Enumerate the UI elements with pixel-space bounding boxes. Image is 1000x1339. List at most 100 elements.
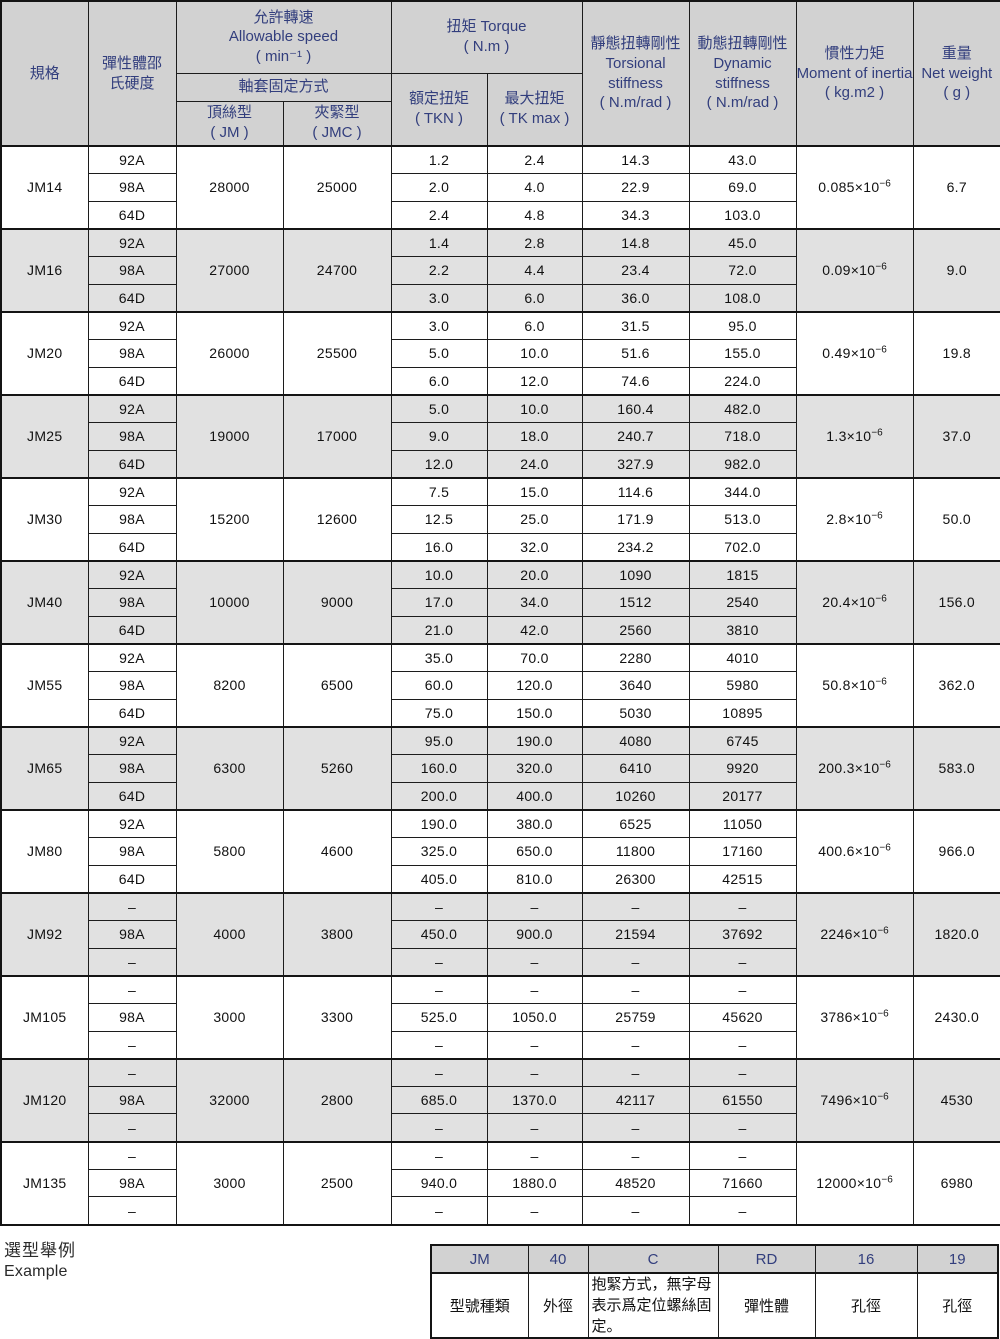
hardness-cell: –: [87, 891, 177, 921]
hardness-cell: 92A: [87, 808, 177, 838]
static-stiffness-cell: 234.2: [581, 532, 690, 562]
header-clamp-type: 夾緊型 ( JMC ): [282, 100, 392, 147]
example-code-bore2: 19: [916, 1244, 999, 1274]
inertia-exponent: −6: [877, 1091, 889, 1103]
speed-jmc-cell: 12600: [282, 476, 392, 562]
weight-cell: 37.0: [912, 393, 1000, 479]
dynamic-stiffness-cell: 69.0: [688, 173, 797, 202]
rated-torque-cell: –: [390, 974, 488, 1004]
inertia-exponent: −6: [875, 593, 887, 605]
dynamic-stiffness-cell: 982.0: [688, 449, 797, 479]
spec-cell: JM105: [0, 974, 89, 1060]
static-stiffness-cell: –: [581, 1057, 690, 1087]
spec-cell: JM135: [0, 1140, 89, 1226]
max-torque-cell: 18.0: [486, 422, 583, 451]
hardness-cell: –: [87, 947, 177, 977]
table-row: 98A 2.0 4.0 22.9 69.0: [1, 173, 1000, 202]
max-torque-cell: –: [486, 947, 583, 977]
inertia-cell: 7496×10−6: [795, 1057, 914, 1143]
table-row: 64D 3.0 6.0 36.0 108.0: [1, 283, 1000, 313]
rated-torque-cell: 12.0: [390, 449, 488, 479]
static-stiffness-cell: 51.6: [581, 339, 690, 368]
dynamic-stiffness-cell: 42515: [688, 864, 797, 894]
inertia-exponent: −6: [881, 1174, 893, 1186]
rated-torque-cell: 12.5: [390, 505, 488, 534]
static-stiffness-cell: –: [581, 891, 690, 921]
spec-cell: JM20: [0, 310, 89, 396]
hardness-cell: 98A: [87, 339, 177, 368]
dynamic-stiffness-cell: –: [688, 1196, 797, 1226]
table-row: 64D 6.0 12.0 74.6 224.0: [1, 366, 1000, 396]
header-row-2: 軸套固定方式 額定扭矩 ( TKN ) 最大扭矩 ( TK max ): [1, 72, 1000, 147]
max-torque-cell: 2.8: [486, 227, 583, 258]
hardness-cell: 98A: [87, 422, 177, 451]
hardness-cell: 64D: [87, 449, 177, 479]
inertia-exponent: −6: [875, 344, 887, 356]
max-torque-cell: 6.0: [486, 283, 583, 313]
max-torque-cell: 400.0: [486, 781, 583, 811]
dynamic-stiffness-cell: –: [688, 1140, 797, 1170]
max-torque-cell: –: [486, 1196, 583, 1226]
hardness-cell: 92A: [87, 476, 177, 507]
example-desc-bore2: 孔徑: [916, 1272, 999, 1339]
inertia-base: 1.3×10: [826, 428, 872, 445]
header-inertia-zh: 慣性力矩: [824, 44, 885, 62]
inertia-exponent: −6: [877, 1008, 889, 1020]
table-row: – – – – –: [1, 947, 1000, 977]
header-dynamic-unit: ( N.m/rad ): [706, 94, 779, 112]
example-code-bore1: 16: [814, 1244, 918, 1274]
dynamic-stiffness-cell: 10895: [688, 698, 797, 728]
speed-jmc-cell: 17000: [282, 393, 392, 479]
table-row: JM92–4000 3800– – – –2246×10−6 1820.0: [0, 891, 1000, 977]
max-torque-cell: 900.0: [486, 919, 583, 949]
max-torque-cell: 15.0: [486, 476, 583, 507]
example-desc-clamp: 抱緊方式，無字母表示爲定位螺絲固定。: [587, 1272, 719, 1339]
header-clamp-zh: 夾緊型: [314, 104, 360, 122]
header-static-zh: 靜態扭轉剛性: [590, 34, 681, 52]
header-fixing-method: 軸套固定方式: [175, 72, 392, 102]
hardness-cell: 64D: [87, 864, 177, 894]
hardness-cell: 98A: [87, 670, 177, 700]
table-row: 98A 2.2 4.4 23.4 72.0: [1, 256, 1000, 285]
inertia-exponent: −6: [875, 261, 887, 273]
example-desc-model: 型號種類: [430, 1272, 529, 1339]
table-row: 64D 200.0 400.0 10260 20177: [1, 781, 1000, 811]
speed-jmc-cell: 3800: [282, 891, 392, 977]
rated-torque-cell: 200.0: [390, 781, 488, 811]
table-row: 98A 325.0 650.0 11800 17160: [1, 836, 1000, 866]
header-rated-torque-zh: 額定扭矩: [408, 90, 469, 108]
speed-jm-cell: 4000: [175, 891, 284, 977]
static-stiffness-cell: –: [581, 1140, 690, 1170]
table-row: 98A 17.0 34.0 1512 2540: [1, 588, 1000, 617]
weight-cell: 50.0: [912, 476, 1000, 562]
max-torque-cell: 810.0: [486, 864, 583, 894]
header-inertia: 慣性力矩 Moment of inertia ( kg.m2 ): [795, 0, 914, 147]
table-row: 64D 2.4 4.8 34.3 103.0: [1, 200, 1000, 230]
speed-jmc-cell: 5260: [282, 725, 392, 811]
rated-torque-cell: 21.0: [390, 615, 488, 645]
header-fixing-label: 軸套固定方式: [238, 78, 329, 96]
spec-cell: JM40: [0, 559, 89, 645]
rated-torque-cell: 9.0: [390, 422, 488, 451]
rated-torque-cell: 2.0: [390, 173, 488, 202]
example-label-en: Example: [4, 1262, 68, 1280]
spec-table-body: JM14 92A 28000 25000 1.2 2.4 14.3 43.0 0.085×10−…: [0, 145, 1000, 1226]
speed-jmc-cell: 3300: [282, 974, 392, 1060]
spec-cell: JM30: [0, 476, 89, 562]
static-stiffness-cell: 1090: [581, 559, 690, 589]
hardness-cell: –: [87, 1196, 177, 1226]
header-hardness: 彈性體邵氏硬度: [87, 0, 177, 147]
header-rated-torque-unit: ( TKN ): [414, 110, 464, 128]
example-code-row: JM 40 C RD 16 19: [430, 1244, 999, 1274]
example-table: JM 40 C RD 16 19 型號種類 外徑 抱緊方式，無字母表示爲定位螺絲…: [430, 1244, 999, 1339]
example-desc-elastomer: 彈性體: [717, 1272, 816, 1339]
header-clamp-unit: ( JMC ): [312, 124, 362, 142]
rated-torque-cell: 2.2: [390, 256, 488, 285]
header-weight-zh: 重量: [941, 44, 972, 62]
inertia-exponent: −6: [879, 842, 891, 854]
table-row: JM55 92A 8200 6500 35.0 70.0 2280 4010 50.8×10−6…: [0, 642, 1000, 728]
hardness-cell: 92A: [87, 642, 177, 672]
dynamic-stiffness-cell: –: [688, 1113, 797, 1143]
header-torque: 扭矩 Torque ( N.m ): [390, 0, 583, 74]
rated-torque-cell: 940.0: [390, 1168, 488, 1198]
